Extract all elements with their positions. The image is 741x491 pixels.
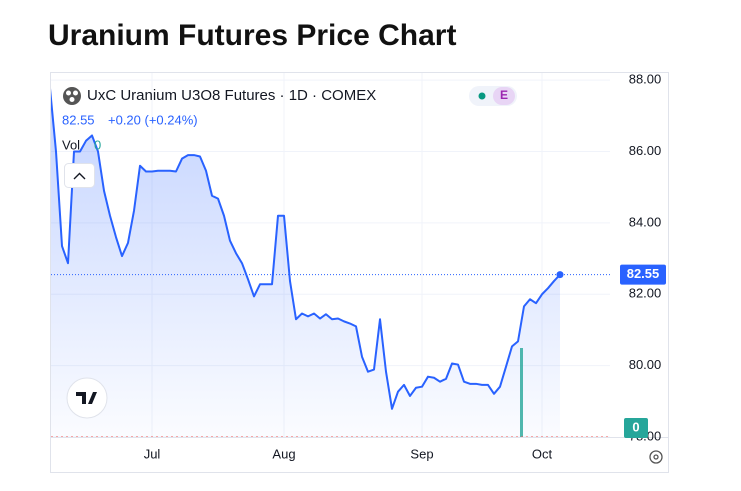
settings-icon[interactable] <box>649 450 663 464</box>
volume-value: 0 <box>94 137 101 152</box>
instrument-name: UxC Uranium U3O8 Futures · 1D · COMEX <box>87 87 376 104</box>
y-tick-label: 82.00 <box>629 286 662 301</box>
price-badge <box>620 264 666 285</box>
badge[interactable]: E <box>500 88 508 102</box>
symbol-icon-dot <box>69 97 75 102</box>
page-title: Uranium Futures Price Chart <box>48 19 456 52</box>
price-change: +0.20 (+0.24%) <box>108 112 198 127</box>
volume-bar <box>520 348 523 437</box>
x-tick-label: Aug <box>272 446 295 461</box>
x-tick-label: Sep <box>410 446 433 461</box>
settings-icon-center[interactable] <box>653 454 659 460</box>
volume-badge-label: 0 <box>632 419 639 434</box>
last-point <box>556 271 564 279</box>
logo-bg[interactable] <box>66 377 108 419</box>
x-tick-label: Jul <box>144 446 161 461</box>
symbol-icon <box>63 87 81 105</box>
last-price: 82.55 <box>62 112 95 127</box>
collapse-icon[interactable] <box>73 172 86 180</box>
price-line <box>51 88 561 410</box>
status-dot <box>478 92 486 100</box>
y-tick-label: 86.00 <box>629 143 662 158</box>
price-badge-label: 82.55 <box>627 266 660 281</box>
badge-bg[interactable] <box>493 87 515 105</box>
symbol-icon-dot <box>73 90 78 96</box>
y-tick-label: 88.00 <box>629 72 662 87</box>
logo[interactable] <box>76 392 97 404</box>
collapse-button[interactable] <box>64 163 95 188</box>
area <box>51 98 560 437</box>
plot <box>51 88 561 437</box>
volume-label: Vol <box>62 137 80 152</box>
symbol-icon-dot <box>66 90 71 96</box>
x-tick-label: Oct <box>532 446 553 461</box>
volume-badge <box>624 418 648 438</box>
y-tick-label: 80.00 <box>629 357 662 372</box>
y-tick-label: 84.00 <box>629 214 662 229</box>
